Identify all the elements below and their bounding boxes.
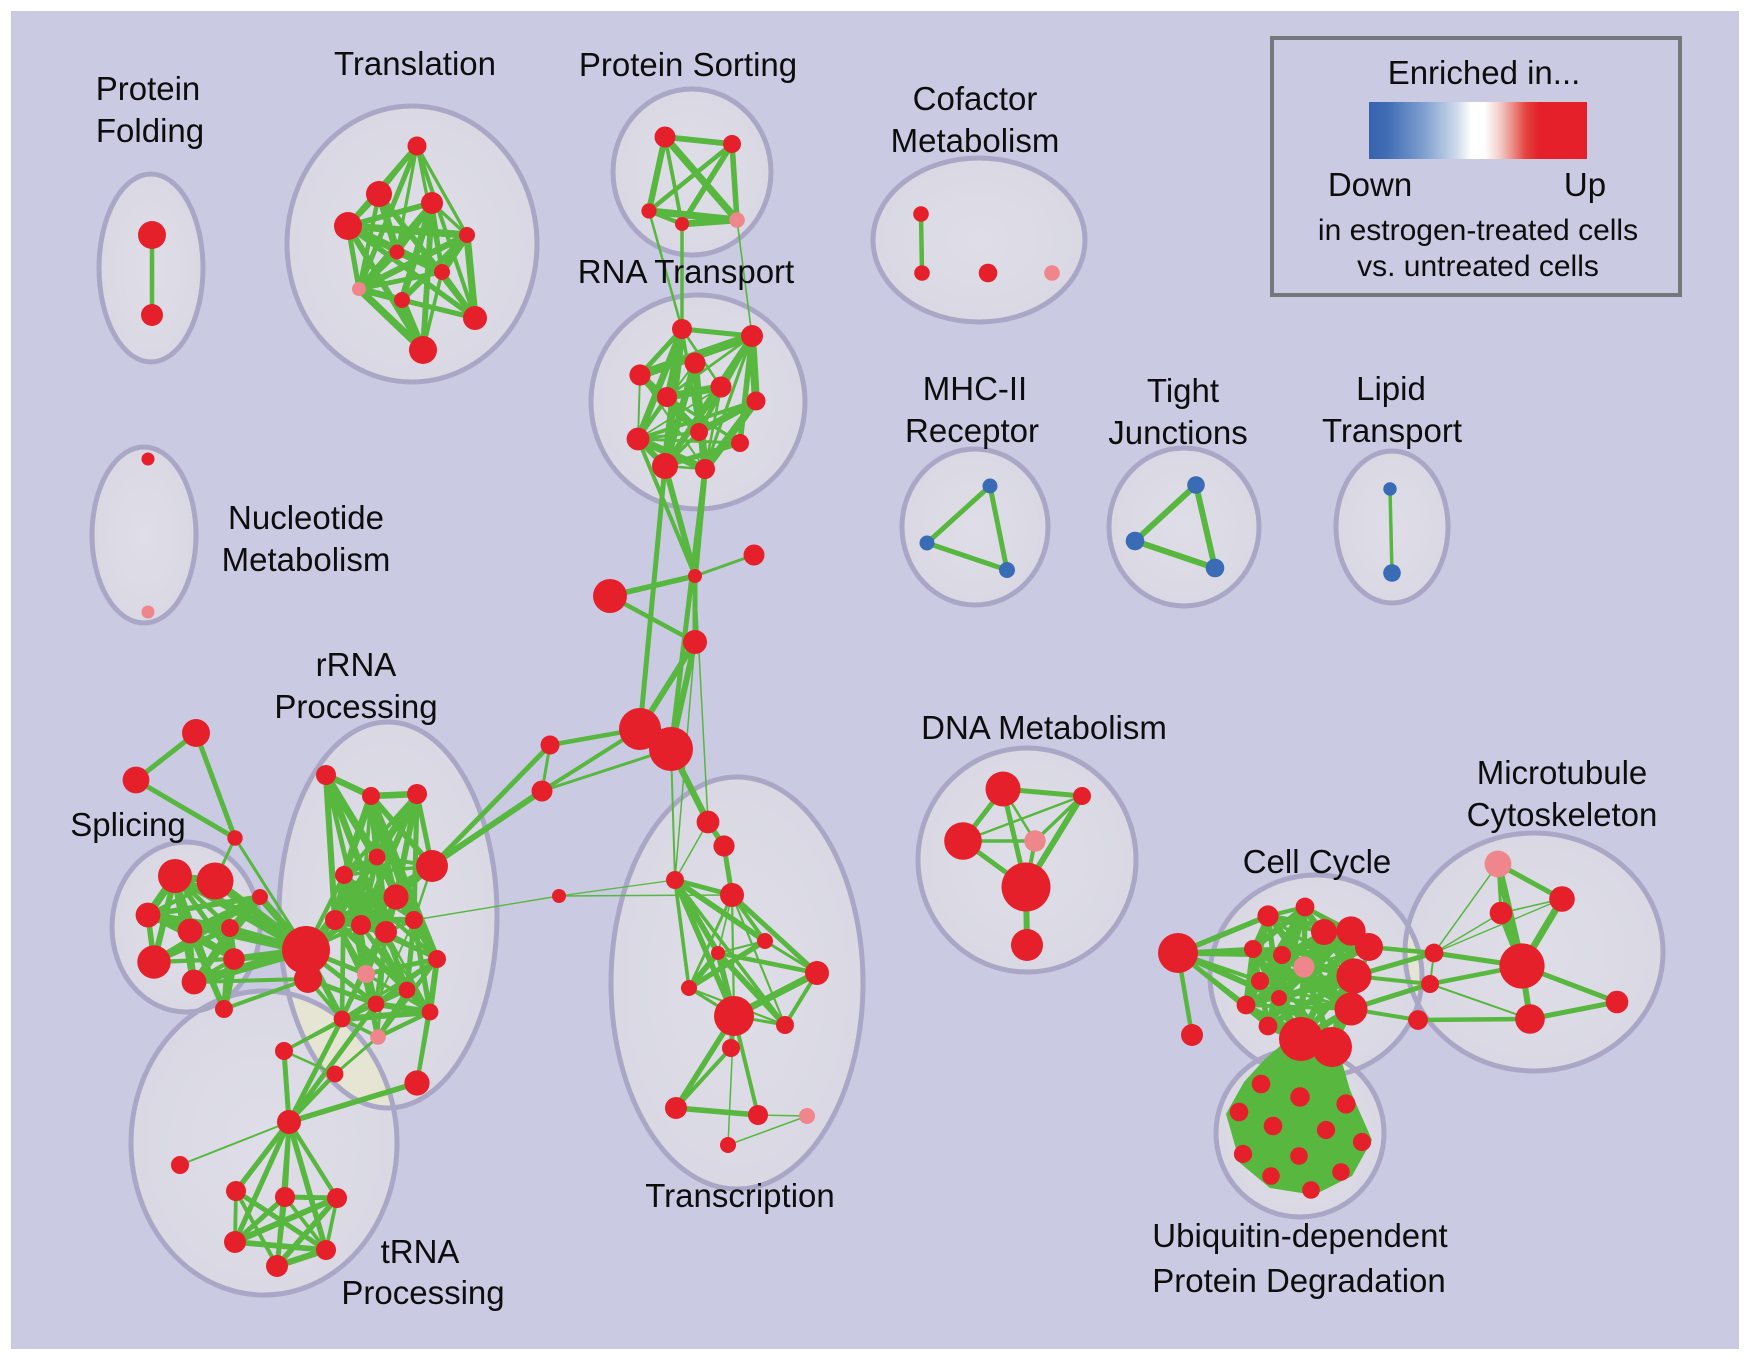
- svg-text:Protein Degradation: Protein Degradation: [1152, 1262, 1446, 1299]
- svg-text:RNA Transport: RNA Transport: [578, 253, 794, 290]
- svg-text:Metabolism: Metabolism: [222, 541, 391, 578]
- svg-text:Folding: Folding: [96, 112, 204, 149]
- svg-text:Receptor: Receptor: [905, 412, 1039, 449]
- svg-text:DNA Metabolism: DNA Metabolism: [921, 709, 1167, 746]
- svg-text:Lipid: Lipid: [1356, 370, 1426, 407]
- svg-text:Translation: Translation: [334, 45, 496, 82]
- svg-text:Junctions: Junctions: [1108, 414, 1247, 451]
- svg-text:Splicing: Splicing: [70, 806, 186, 843]
- svg-text:vs. untreated cells: vs. untreated cells: [1357, 250, 1599, 283]
- svg-text:rRNA: rRNA: [316, 646, 397, 683]
- svg-text:Down: Down: [1328, 166, 1412, 203]
- svg-text:Metabolism: Metabolism: [891, 122, 1060, 159]
- svg-text:Protein: Protein: [96, 70, 201, 107]
- svg-text:Protein Sorting: Protein Sorting: [579, 46, 797, 83]
- svg-text:Cofactor: Cofactor: [913, 80, 1038, 117]
- svg-text:Up: Up: [1564, 166, 1606, 203]
- svg-text:tRNA: tRNA: [381, 1233, 460, 1270]
- svg-text:Processing: Processing: [274, 688, 437, 725]
- svg-text:Microtubule: Microtubule: [1477, 754, 1648, 791]
- svg-text:in estrogen-treated cells: in estrogen-treated cells: [1318, 214, 1638, 247]
- svg-text:MHC-II: MHC-II: [923, 370, 1027, 407]
- svg-text:Ubiquitin-dependent: Ubiquitin-dependent: [1152, 1217, 1447, 1254]
- svg-text:Tight: Tight: [1147, 372, 1219, 409]
- svg-text:Enriched in...: Enriched in...: [1388, 54, 1581, 91]
- svg-text:Processing: Processing: [341, 1274, 504, 1311]
- svg-text:Transcription: Transcription: [645, 1177, 835, 1214]
- svg-text:Cell Cycle: Cell Cycle: [1243, 843, 1392, 880]
- svg-text:Transport: Transport: [1322, 412, 1462, 449]
- svg-text:Cytoskeleton: Cytoskeleton: [1467, 796, 1658, 833]
- svg-text:Nucleotide: Nucleotide: [228, 499, 384, 536]
